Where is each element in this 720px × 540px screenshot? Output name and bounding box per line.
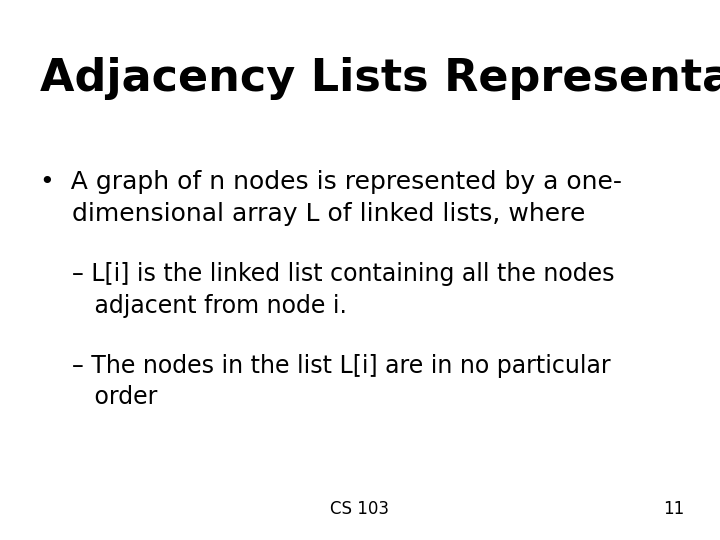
Text: •  A graph of n nodes is represented by a one-
    dimensional array L of linked: • A graph of n nodes is represented by a… — [40, 170, 621, 226]
Text: 11: 11 — [662, 501, 684, 518]
Text: CS 103: CS 103 — [330, 501, 390, 518]
Text: – The nodes in the list L[i] are in no particular
   order: – The nodes in the list L[i] are in no p… — [72, 354, 611, 409]
Text: Adjacency Lists Representation: Adjacency Lists Representation — [40, 57, 720, 100]
Text: – L[i] is the linked list containing all the nodes
   adjacent from node i.: – L[i] is the linked list containing all… — [72, 262, 614, 318]
